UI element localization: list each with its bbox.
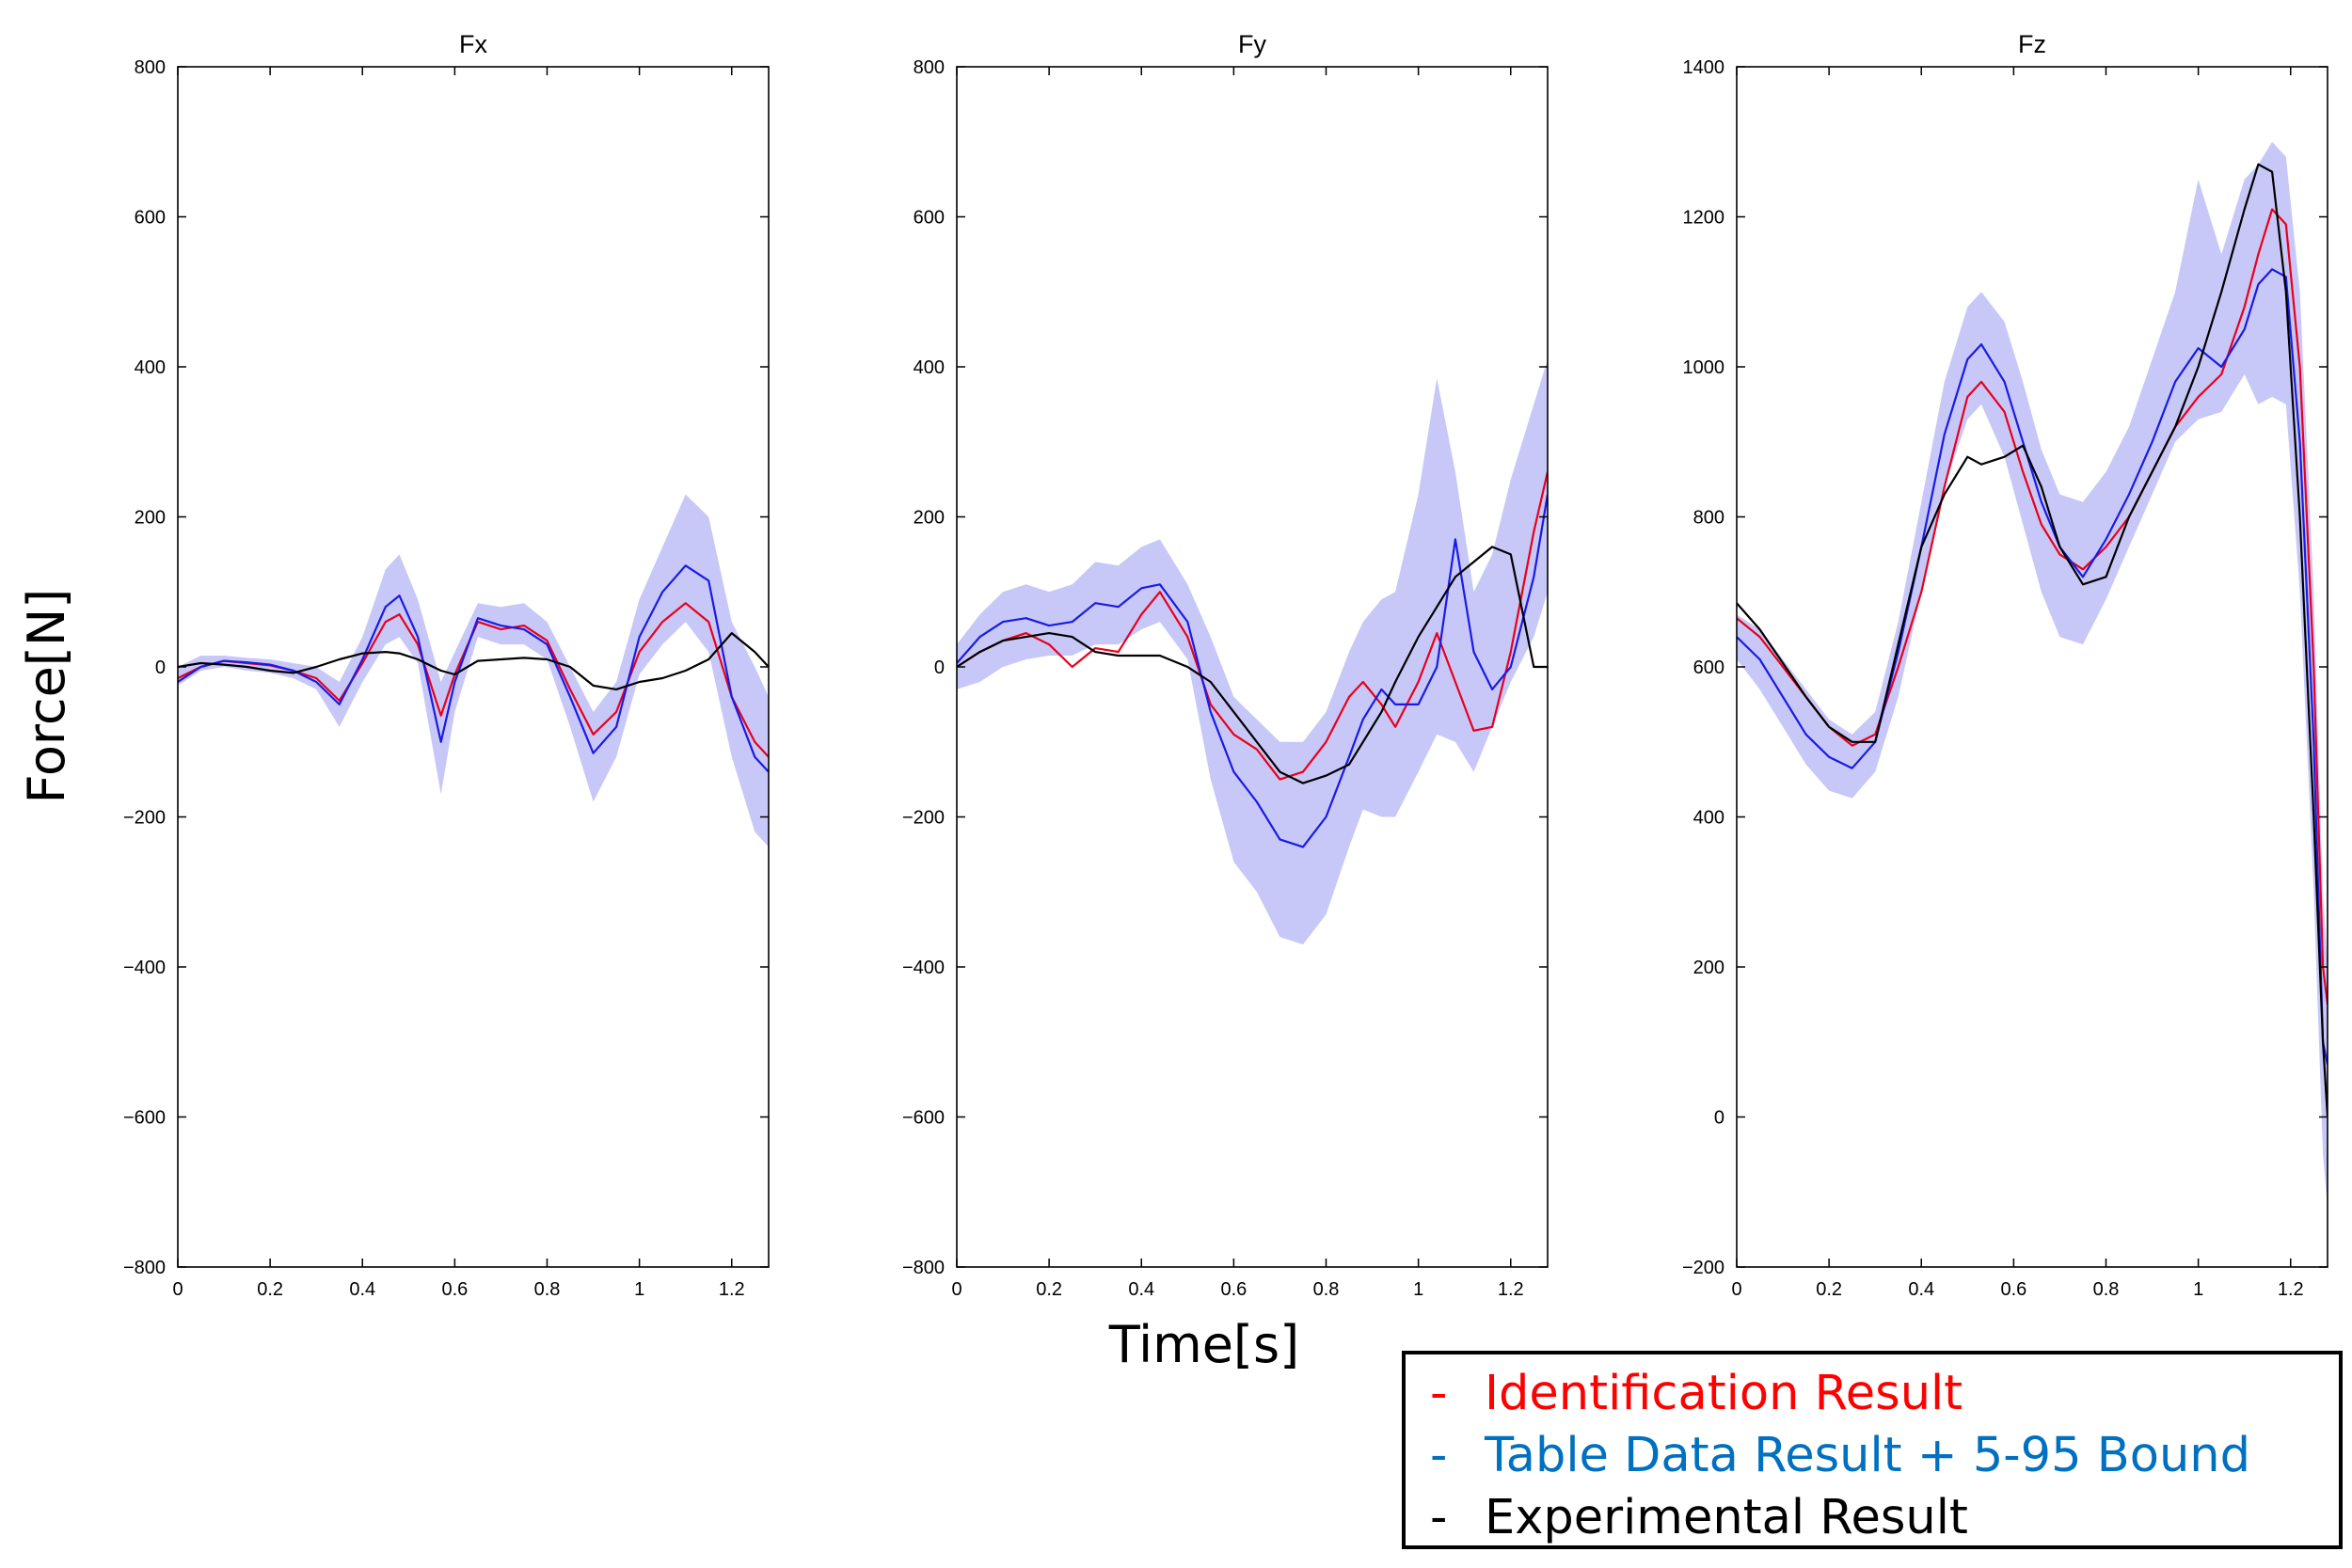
panel-fz-axes-layer: −200 0 200 400 600 800 1000 1200 1400 0 0.2 0.4 0.6 0…: [1682, 57, 2328, 1300]
legend-label-identification: Identification Result: [1485, 1365, 1963, 1421]
panel-fz-xtick-label: 0: [1731, 1279, 1741, 1300]
panel-fz-ytick-label: 1400: [1683, 57, 1725, 78]
panel-fy-xtick-label: 0.8: [1313, 1279, 1340, 1300]
panel-fx-xtick-label: 0.2: [257, 1279, 283, 1300]
panel-fx-xtick-label: 0.6: [441, 1279, 468, 1300]
panel-fx-xtick-label: 1.2: [719, 1279, 745, 1300]
panel-fx-lines-layer: [178, 564, 769, 773]
panel-fy-lines-layer: [957, 471, 1548, 848]
panel-fz-xtick-label: 0.2: [1816, 1279, 1842, 1300]
panel-fz-ytick-label: −200: [1682, 1258, 1724, 1278]
y-axis-label: Force[N]: [17, 589, 76, 804]
panel-fz-title: Fz: [2018, 30, 2046, 58]
panel-fz-bound-band: [1737, 141, 2328, 1208]
panel-fz-ytick-label: 400: [1693, 808, 1724, 829]
panel-fz-ytick-label: 1000: [1683, 357, 1725, 378]
panel-fx-ytick-label: −200: [123, 808, 166, 829]
panel-fx-xtick-label: 0.8: [534, 1279, 561, 1300]
panel-fy-ytick-label: −600: [902, 1108, 945, 1129]
panel-fx-ytick-label: −800: [123, 1258, 166, 1278]
legend: - Identification Result - Table Data Res…: [1402, 1351, 2343, 1549]
panel-fz-experimental-line: [1737, 163, 2328, 1117]
panel-fz-ytick-label: 600: [1693, 657, 1724, 678]
panel-fx-ytick-label: −400: [123, 958, 166, 978]
legend-item-experimental: - Experimental Result: [1430, 1486, 2339, 1548]
panel-fy-xtick-label: 0.4: [1128, 1279, 1154, 1300]
panel-fy-ytick-label: −400: [902, 958, 945, 978]
panel-fx-xtick-label: 0.4: [349, 1279, 375, 1300]
panel-fz-xtick-label: 1.2: [2278, 1279, 2304, 1300]
panel-fx-experimental-line: [178, 631, 769, 691]
panel-fx-ytick-label: 600: [135, 208, 166, 229]
legend-marker-experimental: -: [1430, 1489, 1448, 1545]
panel-fz-table-line: [1737, 268, 2328, 1065]
panel-fx-xtick-label: 0: [172, 1279, 183, 1300]
panel-fy-table-line: [957, 494, 1548, 848]
panel-fy-experimental-line: [957, 546, 1548, 784]
panel-fx-axes-layer: −800 −600 −400 −200 0 200 400 600 800 0 0.2 0.4 0.6 0…: [123, 57, 770, 1300]
panel-fy-xtick-label: 0.6: [1220, 1279, 1247, 1300]
panel-fz-xtick-label: 1: [2193, 1279, 2203, 1300]
panel-fy-identification-line: [957, 471, 1548, 781]
panel-fy-ytick-label: 0: [934, 657, 945, 678]
panel-fx-ytick-label: 200: [135, 508, 166, 529]
legend-marker-table-data: -: [1430, 1427, 1448, 1483]
panel-fy-ytick-label: 600: [914, 208, 945, 229]
panel-fx-title: Fx: [459, 30, 487, 58]
panel-fy-xtick-label: 0: [951, 1279, 961, 1300]
panel-fx-ytick-label: −600: [123, 1108, 166, 1129]
panel-fx-ytick-label: 400: [135, 357, 166, 378]
panel-fx: −800 −600 −400 −200 0 200 400 600 800 0 0.2 0.4 0.6 0…: [123, 30, 770, 1300]
legend-marker-identification: -: [1430, 1365, 1448, 1421]
panel-fz: −200 0 200 400 600 800 1000 1200 1400 0 0.2 0.4 0.6 0…: [1682, 30, 2328, 1300]
panel-fy-axes-layer: −800 −600 −400 −200 0 200 400 600 800 0 0.2 0.4 0.6 0…: [902, 57, 1549, 1300]
legend-label-experimental: Experimental Result: [1485, 1489, 1968, 1545]
panel-fy-xtick-label: 0.2: [1036, 1279, 1062, 1300]
panel-fz-ytick-label: 200: [1693, 958, 1724, 978]
legend-label-table-data: Table Data Result + 5-95 Bound: [1485, 1427, 2250, 1483]
panel-fx-table-line: [178, 564, 769, 773]
panel-fz-xtick-label: 0.6: [2000, 1279, 2026, 1300]
panel-fx-xtick-label: 1: [634, 1279, 644, 1300]
x-axis-label: Time[s]: [1108, 1315, 1299, 1374]
panel-fy-bound-band: [957, 359, 1548, 945]
panel-fz-xtick-label: 0.4: [1908, 1279, 1934, 1300]
panel-fy-ytick-label: −800: [902, 1258, 945, 1278]
panel-fz-band-layer: [1737, 141, 2328, 1208]
panel-fz-ytick-label: 1200: [1683, 208, 1725, 229]
panel-fy: −800 −600 −400 −200 0 200 400 600 800 0 0.2 0.4 0.6 0…: [902, 30, 1549, 1300]
legend-item-identification: - Identification Result: [1430, 1362, 2339, 1424]
legend-item-table-data: - Table Data Result + 5-95 Bound: [1430, 1424, 2339, 1486]
panel-fy-ytick-label: 800: [914, 57, 945, 78]
panel-fy-ytick-label: −200: [902, 808, 945, 829]
panel-fy-ytick-label: 200: [914, 508, 945, 529]
panel-fz-identification-line: [1737, 208, 2328, 1006]
panel-fy-ytick-label: 400: [914, 357, 945, 378]
panel-fz-xtick-label: 0.8: [2093, 1279, 2120, 1300]
panel-fy-band-layer: [957, 359, 1548, 945]
panel-fz-ytick-label: 0: [1714, 1108, 1724, 1129]
panel-fx-ytick-label: 800: [135, 57, 166, 78]
panel-fz-ytick-label: 800: [1693, 508, 1724, 529]
panel-fy-title: Fy: [1238, 30, 1266, 58]
panel-fz-lines-layer: [1737, 163, 2328, 1117]
panel-fx-ytick-label: 0: [155, 657, 166, 678]
panel-fy-xtick-label: 1.2: [1498, 1279, 1524, 1300]
panel-fy-xtick-label: 1: [1413, 1279, 1423, 1300]
